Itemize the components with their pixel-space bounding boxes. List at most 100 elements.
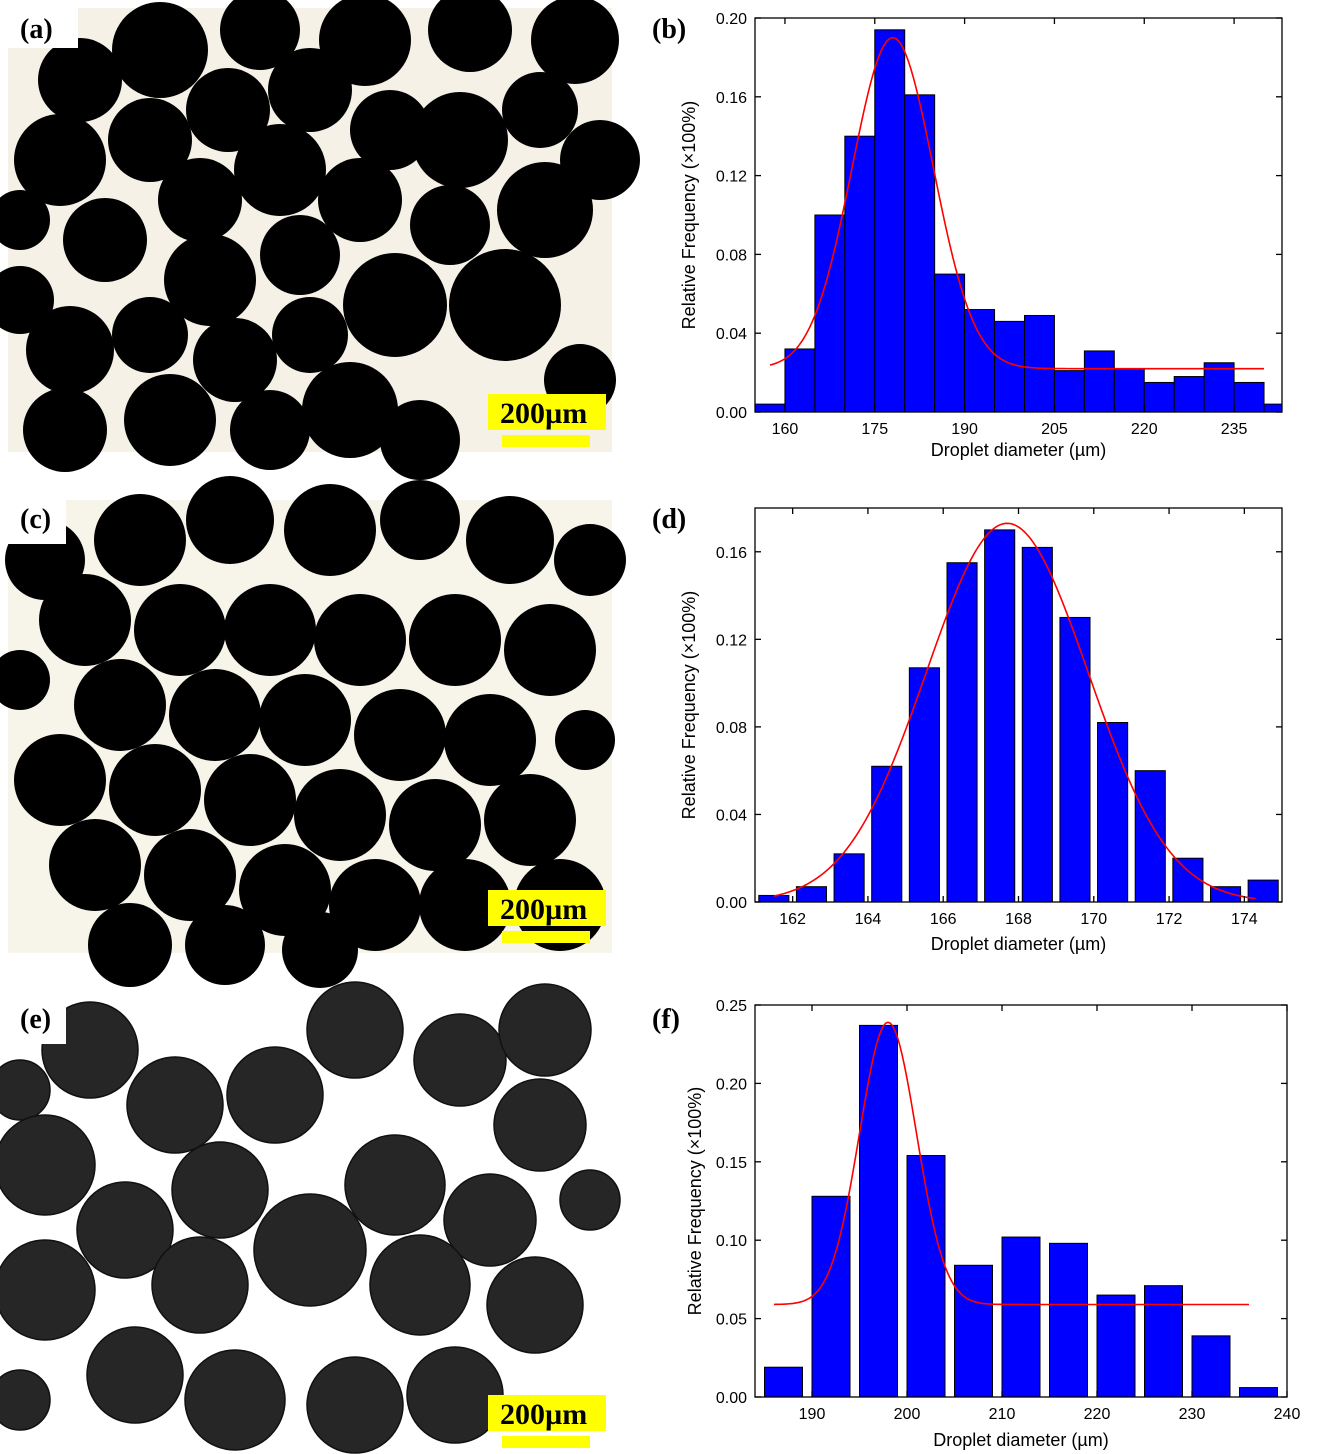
panel-label-b: (b)	[652, 14, 686, 45]
micrograph-a: (a) 200µm	[0, 0, 640, 480]
panel-label-box-e	[8, 1000, 66, 1044]
scale-bar-label-box-e	[488, 1395, 606, 1431]
y-tick-label-d-1: 0.04	[716, 807, 747, 824]
bar-b-9	[1023, 314, 1055, 413]
x-tick-label-d-4: 170	[1080, 911, 1107, 928]
bar-d-1	[795, 886, 828, 903]
x-tick-label-f-2: 210	[989, 1406, 1016, 1423]
panel-label-c: (c)	[20, 504, 51, 535]
bar-f-3	[906, 1155, 946, 1398]
y-axis-label-b: Relative Frequency (×100%)	[679, 101, 699, 330]
y-axis-label-d: Relative Frequency (×100%)	[679, 591, 699, 820]
bar-d-10	[1134, 770, 1166, 903]
bar-d-6	[984, 529, 1016, 903]
bar-f-2	[859, 1024, 898, 1398]
x-tick-label-b-0: 160	[772, 421, 799, 438]
fit-curve-f	[773, 1021, 1249, 1306]
y-tick-label-d-3: 0.12	[716, 632, 747, 649]
bar-d-3	[871, 765, 903, 903]
bar-b-16	[1233, 381, 1265, 413]
scale-bar-e	[502, 1436, 590, 1448]
y-tick-label-f-2: 0.10	[716, 1233, 747, 1250]
y-tick-label-f-4: 0.20	[716, 1076, 747, 1093]
bar-d-7	[1021, 546, 1053, 903]
bar-b-1	[784, 348, 816, 413]
bar-d-9	[1097, 722, 1129, 903]
x-tick-label-b-4: 220	[1131, 421, 1158, 438]
panel-label-box-a	[8, 8, 78, 48]
fit-curve-d	[773, 522, 1256, 900]
x-axis-label-f: Droplet diameter (µm)	[933, 1430, 1108, 1450]
x-tick-label-d-2: 166	[930, 911, 957, 928]
x-tick-label-f-1: 200	[894, 1406, 921, 1423]
bar-d-0	[758, 894, 790, 903]
scale-bar-label-e: 200µm	[500, 1398, 587, 1431]
micrograph-c: (c) 200µm	[0, 476, 626, 988]
x-tick-label-f-5: 240	[1274, 1406, 1301, 1423]
histogram-d: (d) 162 164 166 168 170 172 174 0.00 0.04 0.08 0.1…	[652, 504, 1283, 954]
scale-bar-label-a: 200µm	[500, 397, 587, 430]
bar-b-13	[1143, 381, 1175, 413]
panel-label-e: (e)	[20, 1004, 51, 1035]
y-tick-label-b-3: 0.12	[716, 169, 747, 186]
bar-d-2	[833, 853, 865, 903]
y-tick-label-b-4: 0.16	[716, 90, 747, 107]
scale-bar-label-box-c	[488, 890, 606, 926]
plot-frame-f	[754, 1004, 1288, 1398]
panel-label-f: (f)	[652, 1004, 680, 1035]
x-tick-label-f-0: 190	[799, 1406, 826, 1423]
bar-d-11	[1172, 857, 1204, 903]
x-tick-label-b-2: 190	[951, 421, 978, 438]
bar-b-4	[874, 29, 906, 413]
bar-f-4	[954, 1264, 993, 1398]
panel-label-a: (a)	[20, 14, 53, 45]
plot-frame-d	[754, 507, 1283, 903]
y-axis-label-f: Relative Frequency (×100%)	[685, 1087, 705, 1316]
bar-f-6	[1049, 1242, 1088, 1398]
y-tick-label-d-0: 0.00	[716, 895, 747, 912]
x-tick-label-f-4: 230	[1179, 1406, 1206, 1423]
x-tick-label-b-5: 235	[1221, 421, 1248, 438]
histogram-b: (b) 160 175 190 205 220 235 0.00 0.04 0.08 0.12 0.…	[652, 11, 1283, 460]
plot-frame-b	[754, 17, 1283, 413]
panel-label-box-c	[8, 500, 66, 544]
x-tick-label-f-3: 220	[1084, 1406, 1111, 1423]
droplets-e	[0, 981, 621, 1454]
bar-f-8	[1144, 1285, 1183, 1398]
bar-f-10	[1239, 1387, 1278, 1398]
bar-b-6	[934, 273, 966, 413]
droplets-a	[0, 0, 640, 480]
bar-d-8	[1059, 616, 1091, 903]
x-tick-label-d-5: 172	[1156, 911, 1183, 928]
x-axis-label-d: Droplet diameter (µm)	[931, 934, 1106, 954]
panel-label-d: (d)	[652, 504, 686, 535]
y-tick-label-d-2: 0.08	[716, 720, 747, 737]
y-tick-label-b-2: 0.08	[716, 247, 747, 264]
droplets-c	[0, 476, 626, 988]
x-tick-label-d-0: 162	[779, 911, 806, 928]
bar-b-5	[904, 94, 936, 413]
histogram-f: (f) 190 200 210 220 230 240 0.00 0.05 0.10 0.15 0.…	[652, 998, 1300, 1450]
micrograph-e: (e) 200µm	[0, 981, 621, 1454]
bar-b-0	[754, 403, 786, 413]
bar-b-17	[1263, 403, 1283, 413]
scale-bar-label-box-a	[488, 394, 606, 430]
x-tick-label-b-3: 205	[1041, 421, 1068, 438]
fit-curve-b	[769, 36, 1265, 370]
bar-d-4	[908, 667, 940, 903]
bar-b-7	[964, 309, 996, 413]
y-tick-label-b-1: 0.04	[716, 326, 747, 343]
scale-bar-c	[502, 931, 590, 943]
y-tick-label-b-5: 0.20	[716, 11, 747, 28]
x-axis-label-b: Droplet diameter (µm)	[931, 440, 1106, 460]
bar-b-2	[814, 214, 846, 413]
bar-b-11	[1083, 350, 1115, 413]
scale-bar-label-c: 200µm	[500, 893, 587, 926]
y-tick-label-f-5: 0.25	[716, 998, 747, 1015]
bar-f-5	[1001, 1236, 1041, 1398]
bar-f-9	[1191, 1335, 1231, 1398]
bar-f-0	[764, 1366, 803, 1398]
scale-bar-a	[502, 435, 590, 447]
bar-f-1	[811, 1195, 851, 1398]
